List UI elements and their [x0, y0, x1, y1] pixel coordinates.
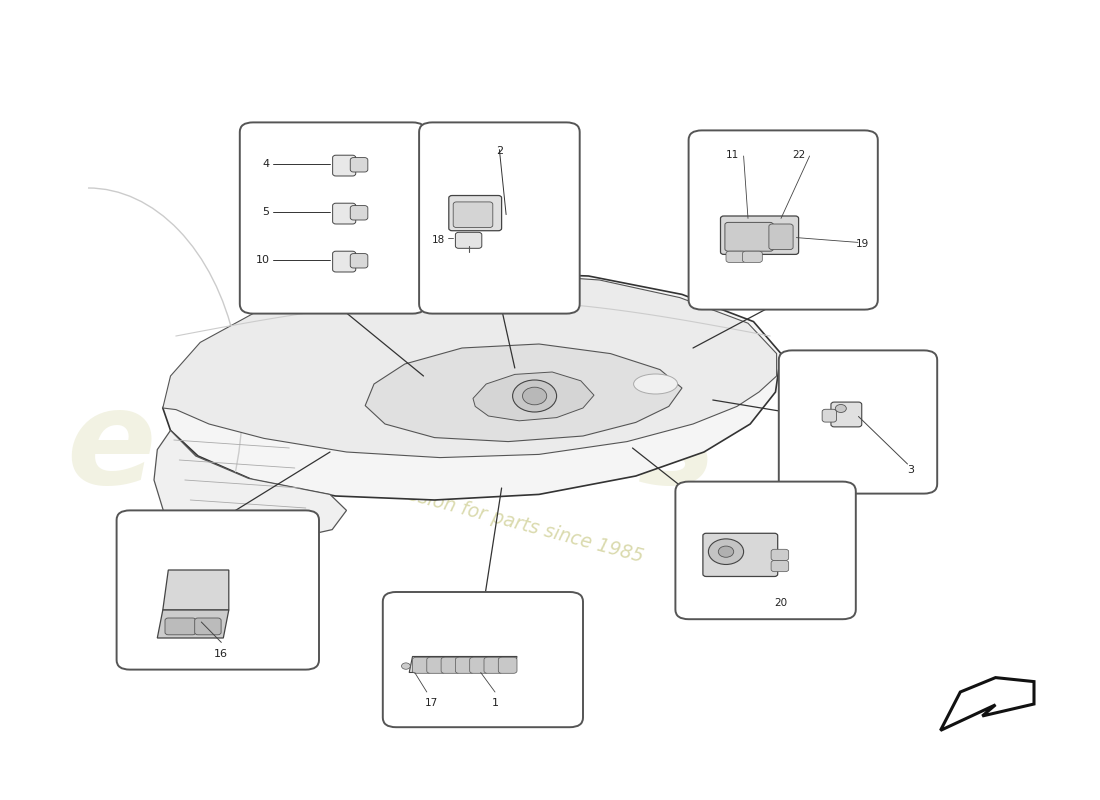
FancyBboxPatch shape	[689, 130, 878, 310]
Text: 1: 1	[492, 698, 498, 709]
Text: 16: 16	[214, 649, 229, 659]
Text: 22: 22	[792, 150, 805, 160]
FancyBboxPatch shape	[470, 658, 488, 674]
FancyBboxPatch shape	[117, 510, 319, 670]
FancyBboxPatch shape	[726, 251, 746, 262]
FancyBboxPatch shape	[703, 534, 778, 577]
FancyBboxPatch shape	[449, 195, 502, 230]
FancyBboxPatch shape	[332, 203, 355, 224]
FancyBboxPatch shape	[332, 251, 355, 272]
FancyBboxPatch shape	[675, 482, 856, 619]
FancyBboxPatch shape	[771, 561, 789, 572]
FancyBboxPatch shape	[769, 224, 793, 250]
Polygon shape	[163, 272, 781, 500]
Polygon shape	[154, 430, 346, 542]
Circle shape	[718, 546, 734, 558]
FancyBboxPatch shape	[427, 658, 446, 674]
Text: eurocars: eurocars	[66, 385, 716, 511]
Text: 17: 17	[425, 698, 438, 709]
FancyBboxPatch shape	[742, 251, 762, 262]
FancyBboxPatch shape	[771, 550, 789, 561]
Ellipse shape	[634, 374, 678, 394]
Circle shape	[402, 663, 410, 670]
Circle shape	[835, 405, 846, 413]
Text: 10: 10	[255, 255, 270, 265]
FancyBboxPatch shape	[240, 122, 426, 314]
FancyBboxPatch shape	[498, 658, 517, 674]
FancyBboxPatch shape	[332, 155, 355, 176]
Polygon shape	[473, 372, 594, 421]
FancyBboxPatch shape	[350, 158, 367, 172]
FancyBboxPatch shape	[441, 658, 460, 674]
FancyBboxPatch shape	[165, 618, 196, 635]
Text: 11: 11	[726, 150, 739, 160]
FancyBboxPatch shape	[455, 658, 474, 674]
FancyBboxPatch shape	[419, 122, 580, 314]
FancyBboxPatch shape	[383, 592, 583, 727]
Text: 4: 4	[263, 159, 270, 169]
FancyBboxPatch shape	[350, 206, 367, 220]
FancyBboxPatch shape	[720, 216, 799, 254]
FancyBboxPatch shape	[822, 410, 836, 422]
Circle shape	[522, 387, 547, 405]
FancyBboxPatch shape	[484, 658, 503, 674]
Circle shape	[513, 380, 557, 412]
FancyBboxPatch shape	[195, 618, 221, 635]
FancyBboxPatch shape	[453, 202, 493, 227]
Polygon shape	[163, 274, 777, 458]
Text: 2: 2	[496, 146, 503, 157]
Polygon shape	[940, 678, 1034, 730]
Text: a passion for parts since 1985: a passion for parts since 1985	[366, 474, 646, 566]
FancyBboxPatch shape	[412, 658, 431, 674]
Text: 18: 18	[432, 235, 446, 246]
Polygon shape	[163, 570, 229, 610]
Text: 19: 19	[856, 239, 869, 249]
FancyBboxPatch shape	[725, 222, 773, 251]
Polygon shape	[157, 610, 229, 638]
FancyBboxPatch shape	[455, 232, 482, 248]
FancyBboxPatch shape	[350, 254, 367, 268]
Text: 20: 20	[774, 598, 788, 608]
Circle shape	[708, 539, 744, 565]
Text: 5: 5	[263, 207, 270, 217]
FancyBboxPatch shape	[830, 402, 861, 427]
Polygon shape	[409, 657, 517, 673]
FancyBboxPatch shape	[779, 350, 937, 494]
Polygon shape	[365, 344, 682, 442]
Text: 3: 3	[908, 465, 914, 474]
